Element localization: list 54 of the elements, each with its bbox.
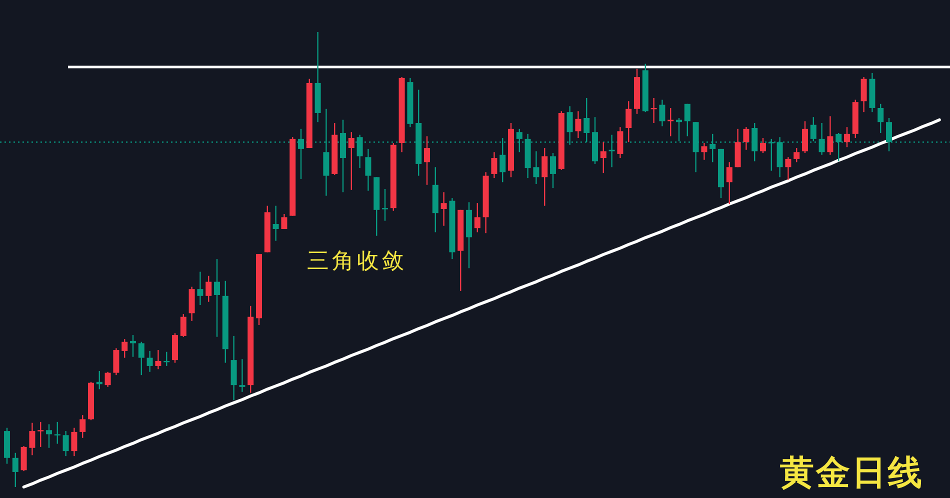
candlestick (180, 314, 186, 338)
candlestick (617, 126, 624, 159)
annotation: 三角收敛 (307, 249, 407, 274)
candlestick (575, 110, 582, 139)
candlestick (138, 341, 144, 376)
candlestick (802, 120, 808, 154)
candlestick (659, 99, 666, 127)
candlestick (29, 422, 36, 456)
candlestick (206, 275, 212, 302)
candlestick (542, 147, 548, 206)
candlestick (214, 258, 220, 338)
candlestick (878, 103, 884, 134)
candlestick (701, 142, 708, 160)
candlestick (424, 136, 430, 186)
candlestick (684, 103, 690, 137)
candlestick (20, 445, 27, 472)
candlestick (113, 348, 120, 376)
candlestick (104, 371, 111, 388)
candlestick (382, 188, 388, 222)
candlestick (474, 202, 480, 233)
candlestick (155, 349, 162, 370)
candlestick (80, 414, 86, 438)
candlestick (844, 126, 850, 148)
candlestick (626, 100, 632, 143)
candlestick (550, 152, 556, 189)
candlestick (600, 142, 606, 174)
text: 黄金日线 (780, 453, 924, 493)
candlestick (743, 126, 750, 150)
candlestick (752, 122, 758, 162)
candlestick (54, 421, 60, 444)
candlestick (71, 427, 78, 457)
candlestick (365, 148, 372, 192)
candlestick (197, 271, 204, 306)
candlestick (122, 338, 128, 358)
candlestick (860, 76, 867, 113)
candlestick (785, 156, 792, 180)
candlestick (533, 150, 540, 185)
candlestick (760, 137, 766, 154)
candlestick (440, 192, 447, 226)
candlestick (62, 430, 69, 457)
candlestick (239, 358, 246, 393)
candlestick (827, 116, 834, 156)
candlestick (12, 452, 18, 488)
candlestick (794, 147, 800, 163)
candlestick (810, 116, 816, 142)
candlestick (818, 122, 825, 156)
candlestick (726, 162, 732, 205)
candlestick (272, 205, 279, 242)
candlestick (281, 213, 288, 230)
candlestick (146, 350, 153, 372)
candlestick (491, 152, 498, 179)
candlestick (46, 424, 52, 448)
candlestick (348, 132, 354, 190)
candlestick (38, 421, 44, 448)
